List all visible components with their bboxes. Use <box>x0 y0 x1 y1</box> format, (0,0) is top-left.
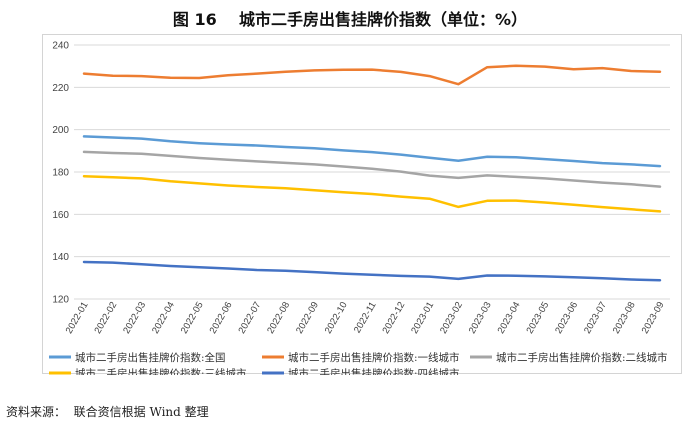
x-tick-label: 2023-02 <box>438 300 465 336</box>
x-axis-ticks: 2022-01 2022-02 2022-03 2022-04 2022-05 2022-… <box>64 300 667 336</box>
x-tick-label: 2022-02 <box>92 300 119 336</box>
y-axis-ticks: 120 140 160 180 200 220 240 <box>52 41 69 306</box>
y-tick-label: 240 <box>52 41 69 52</box>
y-tick-label: 160 <box>52 210 69 221</box>
y-tick-label: 120 <box>52 295 69 306</box>
legend-entry: 城市二手房出售挂牌价指数:全国 <box>75 351 226 364</box>
x-tick-label: 2023-04 <box>496 300 523 336</box>
x-tick-label: 2022-04 <box>150 300 177 336</box>
x-tick-label: 2023-01 <box>409 300 436 336</box>
x-tick-label: 2023-06 <box>553 300 580 336</box>
legend-entry: 城市二手房出售挂牌价指数:三线城市 <box>75 367 247 375</box>
x-tick-label: 2023-09 <box>640 300 667 336</box>
legend-entry: 城市二手房出售挂牌价指数:四线城市 <box>288 367 460 375</box>
x-tick-label: 2023-08 <box>611 300 638 336</box>
x-tick-label: 2022-10 <box>323 300 350 336</box>
x-tick-label: 2022-03 <box>121 300 148 336</box>
legend-entry: 城市二手房出售挂牌价指数:二线城市 <box>496 351 668 364</box>
x-tick-label: 2023-07 <box>582 300 609 336</box>
series-line-1 <box>82 64 662 86</box>
legend-entry: 城市二手房出售挂牌价指数:一线城市 <box>288 351 460 364</box>
x-tick-label: 2023-05 <box>524 300 551 336</box>
x-tick-label: 2022-11 <box>352 300 379 335</box>
line-chart: 120 140 160 180 200 220 240 2022-01 2022-02 2022… <box>49 41 670 375</box>
y-tick-label: 140 <box>52 252 69 263</box>
x-tick-label: 2022-12 <box>380 300 407 336</box>
legend: 城市二手房出售挂牌价指数:全国 城市二手房出售挂牌价指数:一线城市 城市二手房出售挂… <box>49 351 668 375</box>
y-tick-label: 180 <box>52 168 69 179</box>
x-tick-label: 2022-08 <box>265 300 292 336</box>
figure-title: 图 16 城市二手房出售挂牌价指数（单位：%） <box>172 10 528 29</box>
grid-lines <box>74 44 670 300</box>
chart-frame: 120 140 160 180 200 220 240 2022-01 2022-02 2022… <box>42 34 682 375</box>
y-tick-label: 220 <box>52 83 69 94</box>
series-line-2 <box>82 150 662 188</box>
x-tick-label: 2022-07 <box>236 300 263 336</box>
source-note: 资料来源： 联合资信根据 Wind 整理 <box>6 405 209 419</box>
x-tick-label: 2022-06 <box>208 300 235 336</box>
x-tick-label: 2022-05 <box>179 300 206 336</box>
x-tick-label: 2022-09 <box>294 300 321 336</box>
series-line-4 <box>82 260 662 282</box>
x-tick-label: 2023-03 <box>467 300 494 336</box>
series-line-0 <box>82 135 662 168</box>
y-tick-label: 200 <box>52 125 69 136</box>
series-line-3 <box>82 174 662 213</box>
series-lines <box>82 64 662 282</box>
